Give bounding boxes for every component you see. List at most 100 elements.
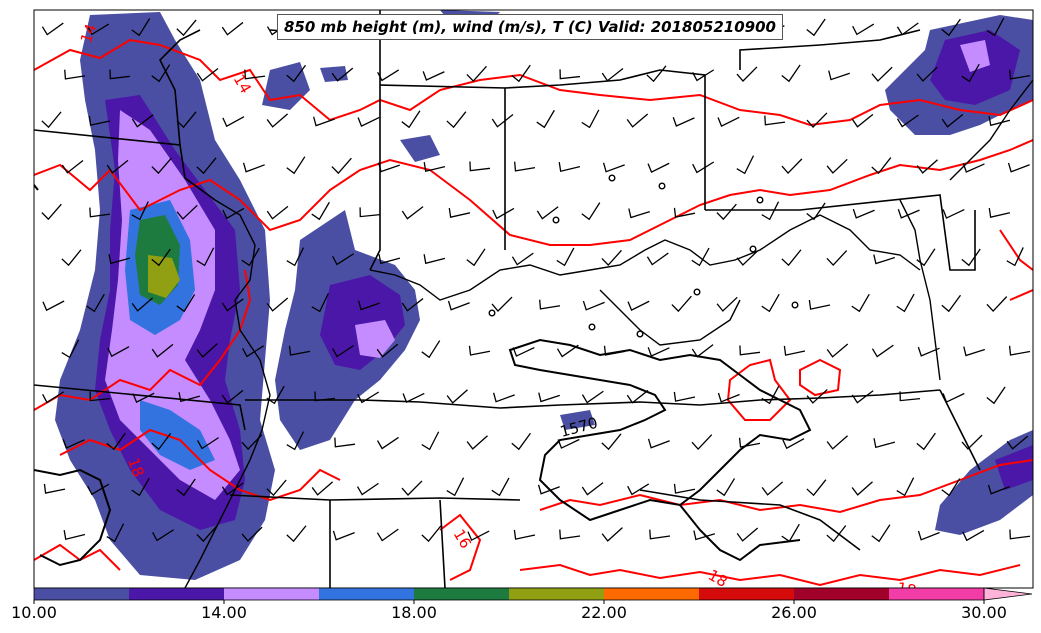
wind-barb	[131, 297, 154, 312]
wind-barb	[781, 523, 800, 543]
wind-barb	[357, 391, 380, 404]
calm-wind-marker	[693, 288, 701, 296]
wind-barb	[132, 392, 155, 404]
state-border	[504, 69, 706, 210]
river	[949, 79, 1033, 181]
wind-barb	[941, 18, 961, 37]
wind-barb	[646, 252, 669, 266]
wind-barb	[43, 483, 66, 494]
wind-barb	[511, 432, 531, 451]
wind-barb	[89, 207, 111, 218]
wind-barb	[671, 295, 692, 313]
wind-barb	[196, 247, 215, 267]
calm-wind-marker	[608, 174, 616, 182]
wind-barb	[376, 528, 399, 542]
wind-barb	[536, 109, 555, 129]
temperature-contour	[519, 563, 1021, 587]
wind-barb	[851, 481, 873, 496]
wind-barb	[401, 480, 423, 496]
wind-barb	[896, 477, 915, 497]
wind-barb	[581, 109, 600, 129]
wind-barb	[491, 296, 513, 312]
wind-barb	[311, 201, 330, 221]
wind-barb	[808, 299, 831, 310]
rivers	[184, 79, 1033, 588]
wind-barb	[826, 158, 848, 174]
wind-barb	[286, 431, 305, 451]
state-border	[229, 494, 521, 501]
colorbar-extend-arrow	[983, 587, 1033, 601]
wind-barb	[581, 390, 604, 404]
wind-barb	[151, 433, 172, 451]
wind-barb	[559, 529, 581, 540]
wind-barb	[806, 388, 828, 404]
wind-barb	[581, 202, 601, 221]
wind-barb	[176, 111, 197, 129]
wind-barb	[896, 293, 915, 313]
wind-barb	[556, 344, 579, 358]
wind-barb	[466, 435, 488, 450]
wind-barb	[401, 298, 424, 312]
wind-barb	[871, 524, 891, 543]
state-border	[639, 489, 861, 551]
wind-barb	[448, 207, 471, 218]
colorbar-segment	[34, 588, 129, 600]
wind-barb	[466, 65, 487, 83]
wind-barb	[601, 67, 624, 82]
wind-barb	[356, 482, 379, 496]
state-border	[34, 384, 246, 431]
wind-barbs	[41, 17, 1031, 543]
wind-barb	[852, 23, 875, 36]
wind-barb	[221, 389, 244, 404]
wind-barb	[1007, 162, 1030, 173]
calm-wind-marker	[552, 216, 560, 224]
wind-barb	[851, 390, 874, 404]
colorbar-tick-label: 22.00	[581, 603, 627, 622]
wind-barb	[241, 526, 263, 542]
wind-barb	[64, 69, 86, 80]
wind-barb	[241, 434, 263, 450]
wind-barb	[673, 391, 696, 402]
wind-barb	[377, 69, 400, 82]
wind-barb	[468, 345, 491, 356]
wind-barb	[691, 434, 713, 451]
wind-barb	[828, 70, 850, 81]
wind-barb	[106, 159, 129, 174]
wind-barb	[963, 346, 985, 357]
wind-barb	[131, 201, 149, 221]
height-contour	[34, 183, 39, 191]
wind-barb	[402, 392, 425, 403]
wind-barb	[87, 23, 110, 36]
colorbar-segment	[509, 588, 604, 600]
wind-barb	[286, 156, 306, 175]
wind-barb	[469, 161, 491, 172]
calm-wind-marker	[658, 182, 666, 190]
wind-barb	[266, 479, 287, 497]
wind-barb	[601, 527, 623, 542]
wind-barb	[1006, 435, 1029, 450]
wind-barb	[491, 477, 510, 497]
shaded-region-northeast-light	[960, 40, 990, 72]
wind-barb	[423, 162, 446, 173]
temperature-contour	[439, 513, 482, 581]
wind-barb	[108, 254, 131, 265]
wind-barb	[221, 482, 244, 496]
wind-barb	[42, 391, 65, 404]
wind-barb	[1008, 345, 1031, 356]
wind-barb	[581, 482, 604, 496]
colorbar-outline	[33, 587, 985, 601]
wind-barb	[512, 346, 535, 357]
wind-barb	[988, 207, 1011, 218]
state-borders	[34, 10, 981, 588]
wind-barb	[582, 300, 605, 311]
wind-barb	[601, 249, 622, 267]
wind-barb	[852, 208, 875, 219]
wind-barb	[988, 116, 1011, 127]
colorbar-tick-label: 26.00	[771, 603, 817, 622]
wind-barb	[378, 254, 401, 265]
temperature-contour	[999, 229, 1033, 301]
wind-barb	[244, 69, 266, 80]
wind-barb	[851, 293, 870, 313]
wind-barb	[314, 391, 336, 402]
